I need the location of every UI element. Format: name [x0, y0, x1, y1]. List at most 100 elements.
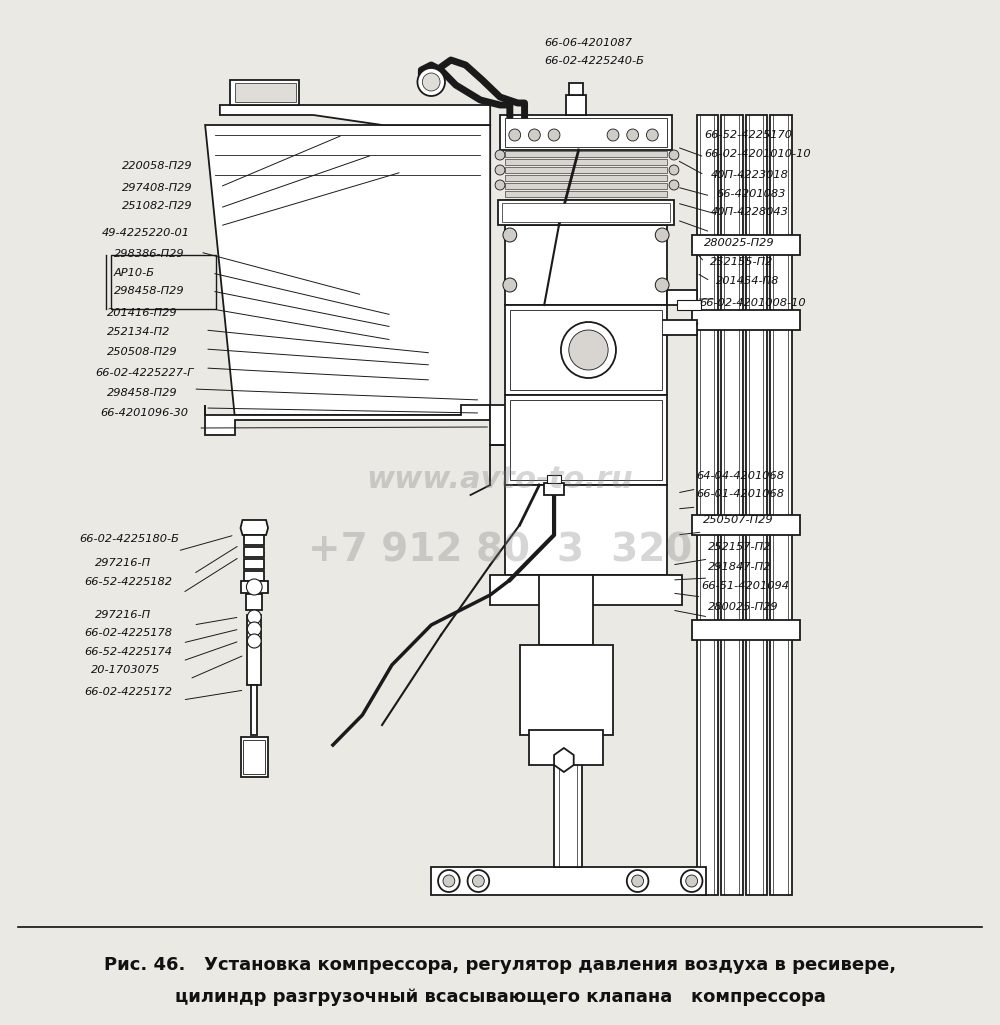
Circle shape — [686, 875, 698, 887]
Bar — [697, 115, 718, 895]
Text: 66-02-4225178: 66-02-4225178 — [84, 628, 172, 639]
Bar — [235, 83, 296, 102]
Text: 66-02-4225172: 66-02-4225172 — [84, 687, 172, 697]
Bar — [569, 83, 583, 95]
Text: 297216-П: 297216-П — [95, 610, 151, 620]
Bar — [505, 151, 667, 157]
Text: 297216-П: 297216-П — [95, 558, 151, 568]
Text: 66-02-4201010-10: 66-02-4201010-10 — [704, 149, 811, 159]
Bar — [244, 559, 264, 569]
Bar — [241, 737, 268, 777]
Text: www.avto-to.ru: www.avto-to.ru — [367, 465, 633, 494]
Text: 252134-П2: 252134-П2 — [107, 327, 170, 337]
Circle shape — [529, 129, 540, 141]
Circle shape — [561, 322, 616, 378]
Bar — [505, 183, 667, 189]
Text: 298386-П29: 298386-П29 — [114, 249, 184, 259]
Circle shape — [438, 870, 460, 892]
Bar — [241, 581, 268, 593]
Polygon shape — [241, 520, 268, 535]
Text: 66-52-4225182: 66-52-4225182 — [84, 577, 172, 587]
Bar — [246, 594, 262, 610]
Bar — [692, 515, 800, 535]
Bar — [692, 620, 800, 640]
Circle shape — [468, 870, 489, 892]
Bar — [244, 547, 264, 557]
Bar — [243, 740, 265, 774]
Circle shape — [681, 870, 702, 892]
Text: 66-52-4225170: 66-52-4225170 — [704, 130, 792, 140]
Bar — [244, 535, 264, 545]
Text: 298458-П29: 298458-П29 — [107, 387, 177, 398]
Circle shape — [607, 129, 619, 141]
Circle shape — [503, 278, 517, 292]
Circle shape — [509, 129, 521, 141]
Circle shape — [632, 875, 643, 887]
Text: 66-06-4201087: 66-06-4201087 — [544, 38, 632, 48]
Text: 201416-П29: 201416-П29 — [107, 308, 177, 318]
Text: 297408-П29: 297408-П29 — [122, 182, 192, 193]
Bar — [544, 483, 564, 495]
Polygon shape — [205, 125, 490, 415]
Bar — [502, 203, 670, 222]
Text: 251082-П29: 251082-П29 — [122, 201, 192, 211]
Bar — [251, 685, 257, 735]
Bar — [505, 175, 667, 181]
Bar — [566, 95, 586, 115]
Bar — [554, 447, 582, 867]
Bar — [505, 485, 667, 575]
Text: 250507-П29: 250507-П29 — [702, 515, 773, 525]
Text: 20-1703075: 20-1703075 — [91, 665, 160, 675]
Text: 49-4225220-01: 49-4225220-01 — [102, 228, 190, 238]
Circle shape — [655, 228, 669, 242]
Bar — [490, 575, 682, 605]
Circle shape — [495, 150, 505, 160]
Bar — [770, 115, 792, 895]
Text: 66-02-4201008-10: 66-02-4201008-10 — [700, 298, 806, 309]
Text: 280025-П29: 280025-П29 — [704, 238, 775, 248]
Text: 66-4201083: 66-4201083 — [716, 189, 786, 199]
Circle shape — [655, 278, 669, 292]
Text: 66-01-4201068: 66-01-4201068 — [697, 489, 785, 499]
Bar — [510, 400, 662, 480]
Text: 64-04-4201068: 64-04-4201068 — [697, 470, 785, 481]
Text: 66-51-4201094: 66-51-4201094 — [701, 581, 789, 591]
Circle shape — [503, 228, 517, 242]
Text: 66-52-4225174: 66-52-4225174 — [84, 647, 172, 657]
Text: цилиндр разгрузочный всасывающего клапана   компрессора: цилиндр разгрузочный всасывающего клапан… — [175, 988, 825, 1006]
Bar — [244, 571, 264, 581]
Circle shape — [422, 73, 440, 91]
Polygon shape — [220, 105, 490, 125]
Circle shape — [247, 610, 261, 624]
Text: 201454-П8: 201454-П8 — [716, 276, 780, 286]
Bar — [677, 300, 701, 310]
Bar — [505, 226, 667, 305]
Bar — [520, 645, 613, 735]
Circle shape — [443, 875, 455, 887]
Text: +7 912 80  3  320: +7 912 80 3 320 — [308, 531, 692, 569]
Circle shape — [569, 330, 608, 370]
Circle shape — [495, 180, 505, 190]
Circle shape — [627, 870, 648, 892]
Circle shape — [646, 129, 658, 141]
Circle shape — [247, 634, 261, 648]
Bar — [692, 310, 800, 330]
Bar — [230, 80, 299, 105]
Bar — [721, 115, 743, 895]
Bar — [498, 200, 674, 226]
Text: Рис. 46.   Установка компрессора, регулятор давления воздуха в ресивере,: Рис. 46. Установка компрессора, регулято… — [104, 956, 896, 974]
Bar — [505, 118, 667, 147]
Bar — [505, 199, 667, 205]
Polygon shape — [554, 748, 574, 772]
Bar — [247, 615, 261, 685]
Text: 66-02-4225227-Г: 66-02-4225227-Г — [95, 368, 194, 378]
Bar — [539, 575, 593, 645]
Text: 66-02-4225180-Б: 66-02-4225180-Б — [79, 534, 179, 544]
Text: 291847-П2: 291847-П2 — [708, 562, 772, 572]
Bar — [431, 867, 706, 895]
Text: 280025-П29: 280025-П29 — [708, 602, 779, 612]
Circle shape — [548, 129, 560, 141]
Text: 40П-4228043: 40П-4228043 — [710, 207, 788, 217]
Bar — [505, 159, 667, 165]
Bar — [547, 475, 561, 483]
